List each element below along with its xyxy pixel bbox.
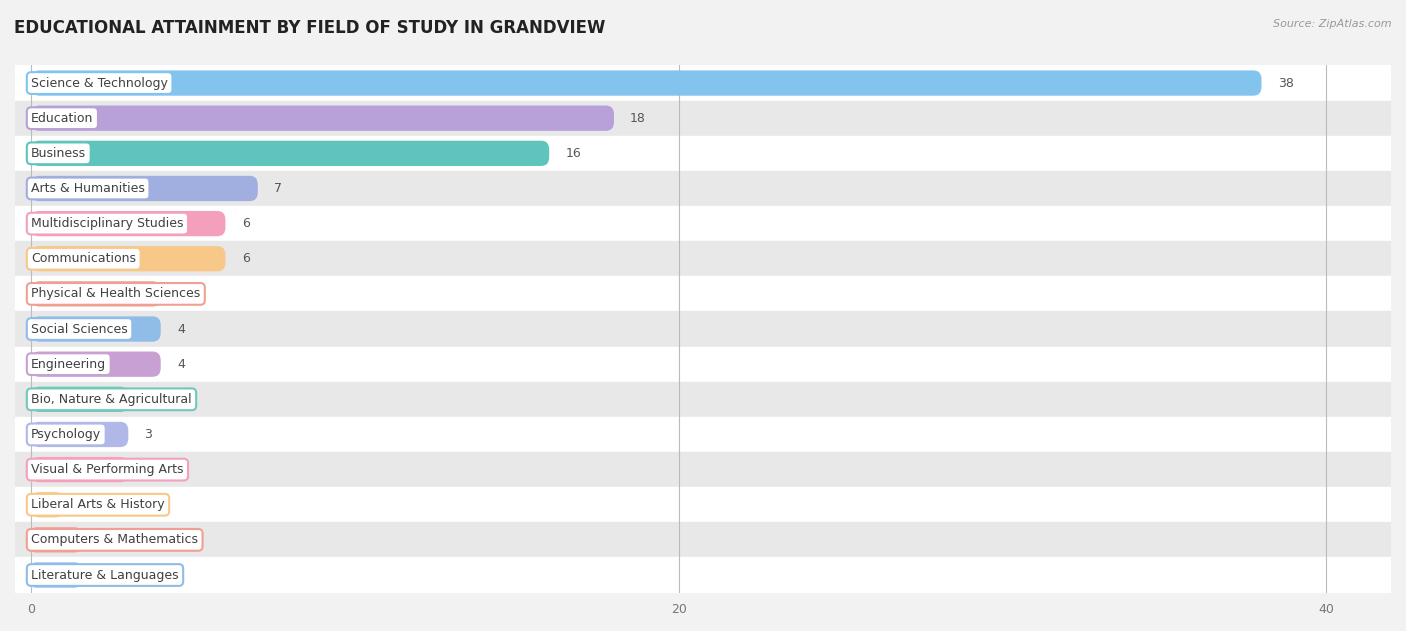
Text: 38: 38: [1278, 76, 1294, 90]
Text: Communications: Communications: [31, 252, 136, 265]
Text: Engineering: Engineering: [31, 358, 107, 370]
FancyBboxPatch shape: [31, 316, 160, 341]
Bar: [15, 136, 1391, 171]
Text: 1: 1: [80, 498, 87, 511]
Text: 3: 3: [145, 393, 152, 406]
FancyBboxPatch shape: [31, 211, 225, 236]
Text: 3: 3: [145, 463, 152, 476]
Text: 6: 6: [242, 252, 249, 265]
Text: Visual & Performing Arts: Visual & Performing Arts: [31, 463, 184, 476]
Text: 7: 7: [274, 182, 283, 195]
Text: Science & Technology: Science & Technology: [31, 76, 169, 90]
Text: Bio, Nature & Agricultural: Bio, Nature & Agricultural: [31, 393, 191, 406]
Text: 0: 0: [90, 533, 97, 546]
Text: 18: 18: [630, 112, 645, 125]
Text: Source: ZipAtlas.com: Source: ZipAtlas.com: [1274, 19, 1392, 29]
Text: Multidisciplinary Studies: Multidisciplinary Studies: [31, 217, 184, 230]
Text: 3: 3: [145, 428, 152, 441]
Text: 4: 4: [177, 287, 184, 300]
FancyBboxPatch shape: [31, 246, 225, 271]
FancyBboxPatch shape: [31, 71, 1261, 96]
Text: 16: 16: [565, 147, 581, 160]
Text: Computers & Mathematics: Computers & Mathematics: [31, 533, 198, 546]
Bar: [15, 241, 1391, 276]
FancyBboxPatch shape: [31, 351, 160, 377]
Bar: [15, 276, 1391, 312]
Text: Education: Education: [31, 112, 94, 125]
Text: Liberal Arts & History: Liberal Arts & History: [31, 498, 165, 511]
Bar: [15, 171, 1391, 206]
Bar: [15, 346, 1391, 382]
Text: Social Sciences: Social Sciences: [31, 322, 128, 336]
Bar: [15, 487, 1391, 522]
Bar: [15, 417, 1391, 452]
Text: Physical & Health Sciences: Physical & Health Sciences: [31, 287, 201, 300]
Bar: [15, 522, 1391, 557]
Bar: [15, 66, 1391, 100]
Text: EDUCATIONAL ATTAINMENT BY FIELD OF STUDY IN GRANDVIEW: EDUCATIONAL ATTAINMENT BY FIELD OF STUDY…: [14, 19, 606, 37]
FancyBboxPatch shape: [31, 387, 128, 412]
Bar: [15, 452, 1391, 487]
FancyBboxPatch shape: [31, 562, 80, 587]
Bar: [15, 382, 1391, 417]
Bar: [15, 312, 1391, 346]
FancyBboxPatch shape: [31, 422, 128, 447]
Bar: [15, 206, 1391, 241]
Text: Arts & Humanities: Arts & Humanities: [31, 182, 145, 195]
Bar: [15, 557, 1391, 593]
Text: Business: Business: [31, 147, 86, 160]
Text: 6: 6: [242, 217, 249, 230]
Text: Literature & Languages: Literature & Languages: [31, 569, 179, 582]
Bar: [15, 100, 1391, 136]
FancyBboxPatch shape: [31, 141, 550, 166]
FancyBboxPatch shape: [31, 176, 257, 201]
FancyBboxPatch shape: [31, 528, 80, 553]
FancyBboxPatch shape: [31, 492, 63, 517]
Text: Psychology: Psychology: [31, 428, 101, 441]
FancyBboxPatch shape: [31, 457, 128, 482]
Text: 4: 4: [177, 358, 184, 370]
Text: 0: 0: [90, 569, 97, 582]
FancyBboxPatch shape: [31, 105, 614, 131]
Text: 4: 4: [177, 322, 184, 336]
FancyBboxPatch shape: [31, 281, 160, 307]
